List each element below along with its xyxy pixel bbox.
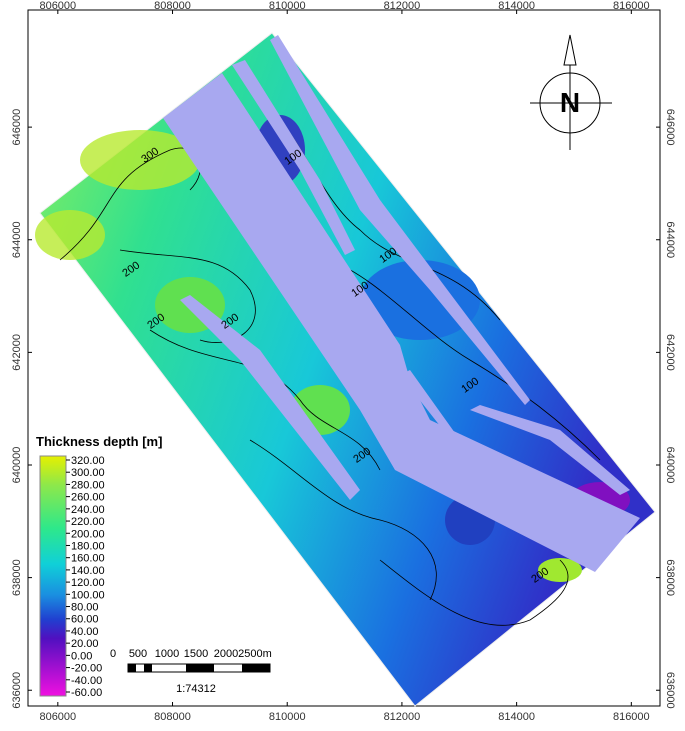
y-tick-label-right: 642000 <box>664 334 676 371</box>
x-tick-label-bottom: 810000 <box>269 711 306 723</box>
y-tick-label-right: 638000 <box>664 559 676 596</box>
x-tick-label-top: 812000 <box>384 0 421 12</box>
y-tick-label-right: 640000 <box>664 447 676 484</box>
legend-title: Thickness depth [m] <box>36 434 162 449</box>
legend-label: 300.00 <box>71 467 105 479</box>
x-tick-label-top: 814000 <box>498 0 535 12</box>
legend-label: 0.00 <box>71 650 92 662</box>
legend-label: 320.00 <box>71 455 105 467</box>
scale-label: 1000 <box>155 648 179 660</box>
scale-label: 500 <box>129 648 147 660</box>
y-tick-label-left: 640000 <box>11 447 23 484</box>
legend-label: 280.00 <box>71 479 105 491</box>
y-tick-label-left: 644000 <box>11 221 23 258</box>
legend-label: 120.00 <box>71 577 105 589</box>
x-tick-label-top: 816000 <box>613 0 650 12</box>
legend-label: 20.00 <box>71 638 99 650</box>
y-tick-label-left: 636000 <box>11 672 23 709</box>
x-tick-label-bottom: 806000 <box>39 711 76 723</box>
x-tick-label-bottom: 814000 <box>498 711 535 723</box>
y-tick-label-left: 646000 <box>11 109 23 146</box>
north-arrow <box>530 34 612 150</box>
y-tick-label-right: 636000 <box>664 672 676 709</box>
scale-label: 2500m <box>238 648 272 660</box>
legend-label: -40.00 <box>71 675 102 687</box>
scale-label: 0 <box>110 648 116 660</box>
legend-label: 160.00 <box>71 553 105 565</box>
legend-label: -60.00 <box>71 687 102 699</box>
legend-label: 220.00 <box>71 516 105 528</box>
legend-label: 140.00 <box>71 565 105 577</box>
scale-ratio: 1:74312 <box>176 683 216 695</box>
legend-label: 260.00 <box>71 492 105 504</box>
scale-bar <box>127 663 271 673</box>
legend-label: 180.00 <box>71 540 105 552</box>
legend-label: 200.00 <box>71 528 105 540</box>
x-tick-label-bottom: 812000 <box>384 711 421 723</box>
y-tick-label-right: 644000 <box>664 221 676 258</box>
color-bar <box>39 455 67 697</box>
scale-label: 1500 <box>184 648 208 660</box>
scale-label: 2000 <box>214 648 238 660</box>
legend-label: 80.00 <box>71 602 99 614</box>
y-tick-label-left: 638000 <box>11 559 23 596</box>
legend-label: 100.00 <box>71 589 105 601</box>
river-band <box>163 35 640 572</box>
y-tick-label-left: 642000 <box>11 334 23 371</box>
north-label: N <box>560 87 580 118</box>
legend-label: 60.00 <box>71 614 99 626</box>
x-tick-label-bottom: 808000 <box>154 711 191 723</box>
y-tick-label-right: 646000 <box>664 109 676 146</box>
legend-label: 240.00 <box>71 504 105 516</box>
x-tick-label-bottom: 816000 <box>613 711 650 723</box>
x-tick-label-top: 810000 <box>269 0 306 12</box>
x-tick-label-top: 806000 <box>39 0 76 12</box>
x-tick-label-top: 808000 <box>154 0 191 12</box>
legend-label: 40.00 <box>71 626 99 638</box>
legend-label: -20.00 <box>71 663 102 675</box>
